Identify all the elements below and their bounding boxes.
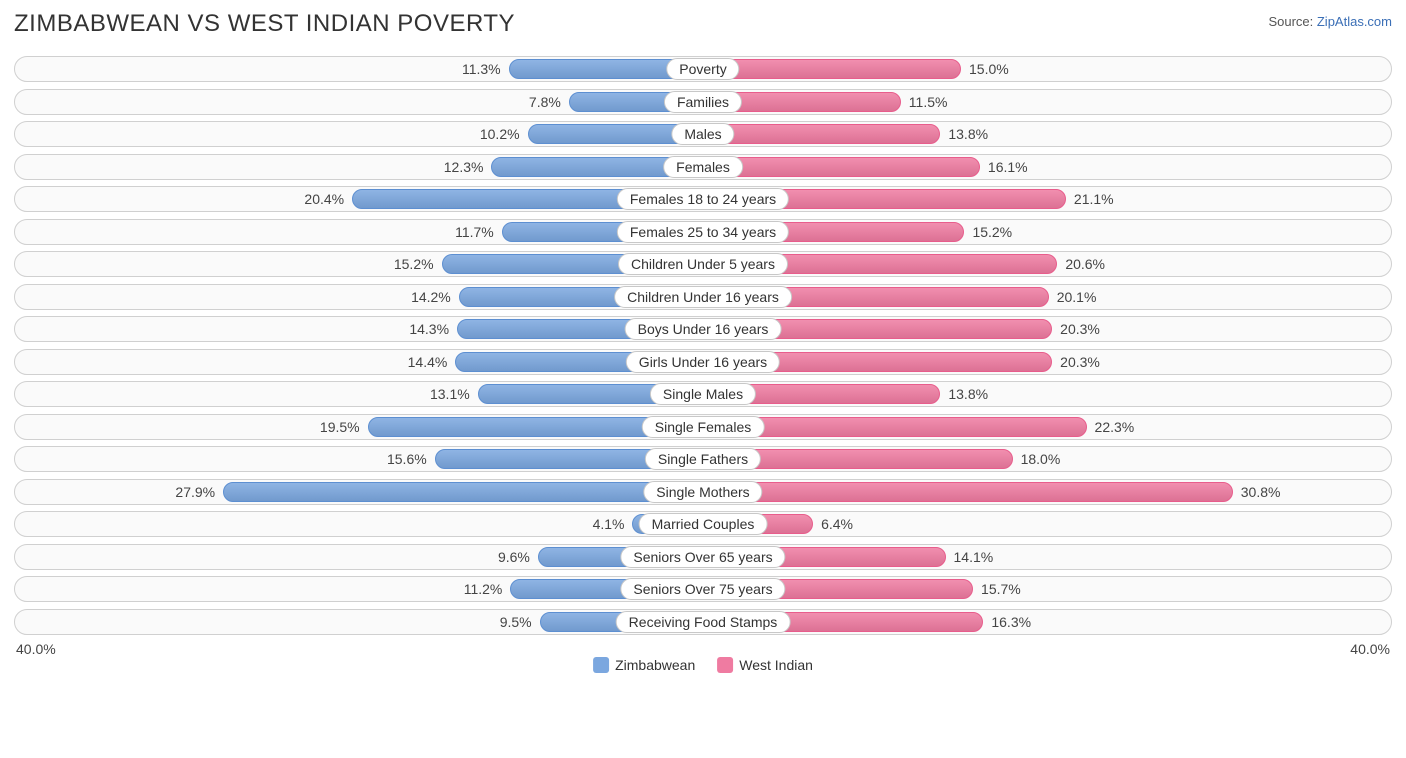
- value-right: 16.1%: [980, 155, 1028, 179]
- chart-header: ZIMBABWEAN VS WEST INDIAN POVERTY Source…: [14, 10, 1392, 38]
- value-left: 11.2%: [464, 577, 511, 601]
- value-right: 30.8%: [1233, 480, 1281, 504]
- value-right: 15.7%: [973, 577, 1021, 601]
- value-left: 19.5%: [320, 415, 368, 439]
- bar-row: 15.6% 18.0% Single Fathers: [14, 446, 1392, 472]
- value-left: 14.2%: [411, 285, 459, 309]
- value-left: 14.3%: [409, 317, 457, 341]
- value-left: 15.2%: [394, 252, 442, 276]
- value-left: 4.1%: [593, 512, 633, 536]
- bar-left: [223, 482, 703, 502]
- category-label: Poverty: [666, 58, 739, 80]
- bar-right: [703, 124, 940, 144]
- bar-right: [703, 59, 961, 79]
- value-left: 20.4%: [304, 187, 352, 211]
- category-label: Married Couples: [639, 513, 768, 535]
- category-label: Females 25 to 34 years: [617, 221, 789, 243]
- value-right: 20.3%: [1052, 350, 1100, 374]
- value-right: 16.3%: [983, 610, 1031, 634]
- value-left: 10.2%: [480, 122, 528, 146]
- chart-title: ZIMBABWEAN VS WEST INDIAN POVERTY: [14, 10, 515, 38]
- axis-row: 40.0% 40.0%: [14, 641, 1392, 657]
- bar-row: 11.3% 15.0% Poverty: [14, 56, 1392, 82]
- value-left: 9.6%: [498, 545, 538, 569]
- bar-right: [703, 157, 980, 177]
- category-label: Single Males: [650, 383, 756, 405]
- legend-item-right: West Indian: [717, 657, 813, 673]
- category-label: Females 18 to 24 years: [617, 188, 789, 210]
- legend-swatch-left: [593, 657, 609, 673]
- category-label: Single Mothers: [643, 481, 762, 503]
- bar-row: 14.2% 20.1% Children Under 16 years: [14, 284, 1392, 310]
- bar-row: 10.2% 13.8% Males: [14, 121, 1392, 147]
- bar-row: 11.2% 15.7% Seniors Over 75 years: [14, 576, 1392, 602]
- bar-row: 14.3% 20.3% Boys Under 16 years: [14, 316, 1392, 342]
- source-link[interactable]: ZipAtlas.com: [1317, 14, 1392, 29]
- source-label: Source:: [1268, 14, 1316, 29]
- value-left: 14.4%: [408, 350, 456, 374]
- category-label: Females: [663, 156, 743, 178]
- legend-item-left: Zimbabwean: [593, 657, 695, 673]
- category-label: Children Under 16 years: [614, 286, 792, 308]
- bar-right: [703, 482, 1233, 502]
- category-label: Girls Under 16 years: [626, 351, 780, 373]
- bar-row: 12.3% 16.1% Females: [14, 154, 1392, 180]
- bar-row: 9.6% 14.1% Seniors Over 65 years: [14, 544, 1392, 570]
- value-left: 12.3%: [444, 155, 492, 179]
- bar-row: 27.9% 30.8% Single Mothers: [14, 479, 1392, 505]
- value-left: 13.1%: [430, 382, 478, 406]
- axis-max-left: 40.0%: [14, 641, 703, 657]
- value-left: 7.8%: [529, 90, 569, 114]
- value-left: 11.7%: [455, 220, 502, 244]
- chart-footer: 40.0% 40.0% Zimbabwean West Indian: [14, 641, 1392, 663]
- value-left: 15.6%: [387, 447, 435, 471]
- category-label: Males: [671, 123, 734, 145]
- bar-row: 15.2% 20.6% Children Under 5 years: [14, 251, 1392, 277]
- value-right: 15.0%: [961, 57, 1009, 81]
- category-label: Children Under 5 years: [618, 253, 788, 275]
- value-right: 20.6%: [1057, 252, 1105, 276]
- chart-source: Source: ZipAtlas.com: [1268, 14, 1392, 29]
- value-right: 22.3%: [1087, 415, 1135, 439]
- value-right: 18.0%: [1013, 447, 1061, 471]
- value-left: 9.5%: [500, 610, 540, 634]
- value-right: 6.4%: [813, 512, 853, 536]
- value-left: 27.9%: [175, 480, 223, 504]
- value-right: 20.3%: [1052, 317, 1100, 341]
- value-right: 13.8%: [940, 122, 988, 146]
- category-label: Seniors Over 75 years: [620, 578, 785, 600]
- category-label: Receiving Food Stamps: [616, 611, 791, 633]
- value-right: 15.2%: [964, 220, 1012, 244]
- legend-label-right: West Indian: [739, 657, 813, 673]
- category-label: Single Females: [642, 416, 765, 438]
- category-label: Seniors Over 65 years: [620, 546, 785, 568]
- value-right: 14.1%: [946, 545, 994, 569]
- bar-row: 9.5% 16.3% Receiving Food Stamps: [14, 609, 1392, 635]
- value-right: 13.8%: [940, 382, 988, 406]
- legend: Zimbabwean West Indian: [593, 657, 813, 673]
- value-left: 11.3%: [462, 57, 509, 81]
- bar-row: 11.7% 15.2% Females 25 to 34 years: [14, 219, 1392, 245]
- category-label: Families: [664, 91, 742, 113]
- bar-row: 14.4% 20.3% Girls Under 16 years: [14, 349, 1392, 375]
- category-label: Single Fathers: [645, 448, 761, 470]
- value-right: 11.5%: [901, 90, 948, 114]
- axis-max-right: 40.0%: [703, 641, 1392, 657]
- value-right: 21.1%: [1066, 187, 1114, 211]
- bar-row: 19.5% 22.3% Single Females: [14, 414, 1392, 440]
- bar-row: 4.1% 6.4% Married Couples: [14, 511, 1392, 537]
- category-label: Boys Under 16 years: [625, 318, 782, 340]
- legend-swatch-right: [717, 657, 733, 673]
- value-right: 20.1%: [1049, 285, 1097, 309]
- bar-row: 13.1% 13.8% Single Males: [14, 381, 1392, 407]
- legend-label-left: Zimbabwean: [615, 657, 695, 673]
- bar-row: 20.4% 21.1% Females 18 to 24 years: [14, 186, 1392, 212]
- bar-row: 7.8% 11.5% Families: [14, 89, 1392, 115]
- diverging-bar-chart: 11.3%15.0%Poverty7.8%11.5%Families10.2%1…: [14, 56, 1392, 635]
